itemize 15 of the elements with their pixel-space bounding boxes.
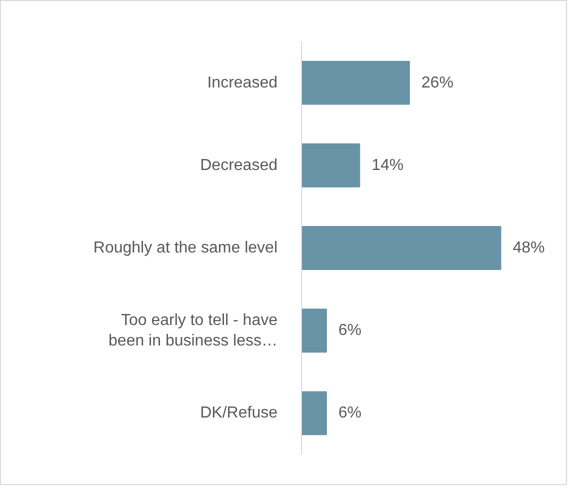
bar — [302, 308, 327, 353]
y-tick-label: DK/Refuse — [200, 404, 278, 422]
bar — [302, 143, 360, 188]
data-label: 6% — [338, 404, 362, 422]
bar — [302, 226, 502, 270]
data-label: 6% — [338, 322, 362, 340]
bar — [302, 391, 327, 436]
data-label: 26% — [421, 74, 454, 92]
y-tick-label: Decreased — [200, 156, 278, 174]
y-tick-label: Increased — [207, 74, 278, 92]
data-label: 48% — [512, 240, 545, 256]
y-tick-label: Too early to tell - have been in business less… — [108, 312, 278, 350]
y-tick-label: Roughly at the same level — [93, 240, 278, 256]
bar — [302, 60, 410, 105]
data-label: 14% — [372, 156, 404, 174]
